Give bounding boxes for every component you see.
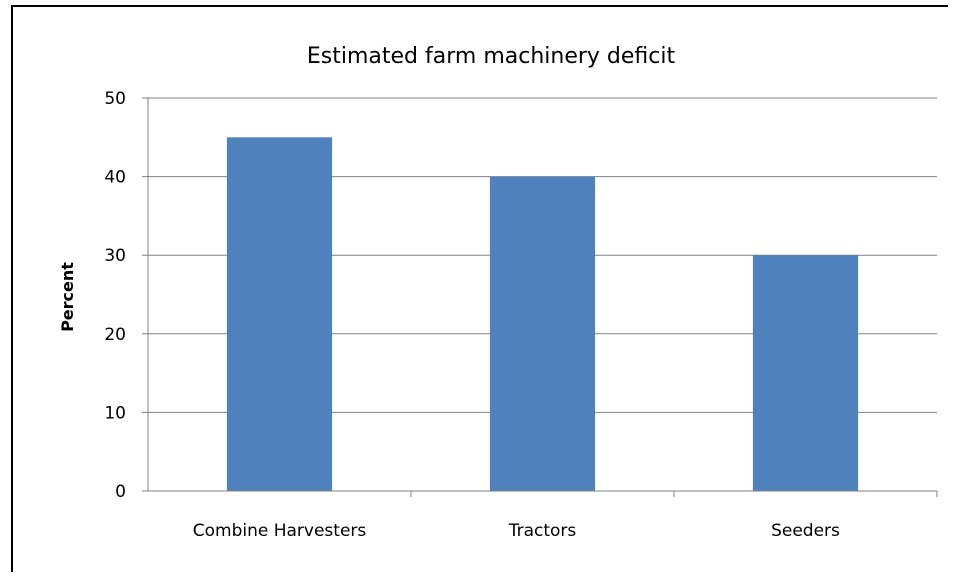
- axes: [142, 98, 938, 497]
- bar-seeders: [752, 255, 859, 491]
- y-tick-label-40: 40: [104, 168, 126, 188]
- x-category-label: Seeders: [771, 521, 840, 541]
- y-tick-labels: 0 10 20 30 40 50: [104, 89, 126, 502]
- y-tick-label-50: 50: [104, 89, 126, 109]
- bar-combine-harvesters: [226, 137, 333, 492]
- x-category-label: Combine Harvesters: [193, 521, 367, 541]
- y-tick-label-10: 10: [104, 403, 126, 423]
- bars: [226, 137, 859, 492]
- x-category-labels: Combine Harvesters Tractors Seeders: [193, 521, 840, 541]
- chart-frame: Estimated farm machinery deficit Percent…: [11, 5, 948, 572]
- y-tick-label-0: 0: [115, 482, 126, 502]
- y-tick-label-20: 20: [104, 325, 126, 345]
- x-category-label: Tractors: [508, 521, 577, 541]
- bar-chart: Estimated farm machinery deficit Percent…: [58, 44, 938, 541]
- bar-tractors: [489, 176, 596, 491]
- y-tick-label-30: 30: [104, 246, 126, 266]
- chart-title: Estimated farm machinery deficit: [307, 44, 676, 69]
- y-axis-title: Percent: [58, 262, 77, 332]
